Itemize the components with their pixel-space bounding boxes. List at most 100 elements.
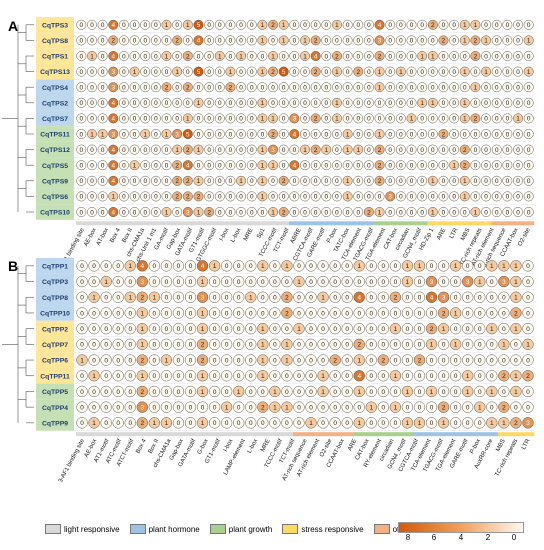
- heatmap-cell: [161, 51, 172, 61]
- heatmap-cell: [269, 401, 281, 413]
- heatmap-cell-value: 0: [495, 38, 499, 45]
- heatmap-cell: [268, 129, 278, 139]
- category-band-segment: [413, 432, 426, 437]
- gene-label: CqTPP3: [42, 279, 68, 286]
- heatmap-cell: [377, 307, 389, 319]
- heatmap-cell: [221, 370, 233, 382]
- heatmap-cell-value: 2: [431, 22, 435, 29]
- gene-label-bg: [36, 305, 74, 321]
- heatmap-cell-value: 0: [382, 263, 386, 270]
- heatmap-cell: [437, 370, 450, 382]
- heatmap-cell: [289, 51, 300, 61]
- heatmap-cell-value: 0: [273, 357, 277, 364]
- heatmap-cell-value: 0: [80, 100, 84, 107]
- heatmap-cell: [353, 417, 365, 429]
- heatmap-cell-value: 2: [335, 53, 339, 60]
- heatmap-cell: [332, 207, 342, 217]
- heatmap-cell: [214, 113, 225, 124]
- heatmap-cell-value: 1: [282, 38, 286, 45]
- heatmap-cell: [97, 160, 108, 171]
- heatmap-cell: [437, 401, 450, 413]
- heatmap-cell: [160, 417, 173, 429]
- heatmap-cell-value: 0: [207, 178, 211, 185]
- heatmap-cell: [329, 385, 341, 398]
- heatmap-cell: [321, 66, 332, 77]
- heatmap-cell-value: 2: [271, 131, 275, 138]
- heatmap-cell-value: 5: [282, 69, 286, 76]
- heatmap-cell-value: 0: [442, 22, 446, 29]
- heatmap-cell: [88, 354, 100, 366]
- heatmap-cell-value: 1: [454, 342, 458, 349]
- heatmap-cell: [160, 322, 173, 335]
- heatmap-cell-value: 4: [111, 116, 115, 123]
- heatmap-cell-value: 1: [249, 295, 253, 302]
- heatmap-cell-value: 0: [346, 163, 350, 170]
- heatmap-cell: [214, 82, 225, 93]
- heatmap-cell: [161, 66, 172, 77]
- heatmap-cell-value: 0: [271, 100, 275, 107]
- heatmap-cell-value: 0: [442, 209, 446, 216]
- heatmap-cell: [470, 191, 481, 202]
- heatmap-cell-value: 0: [189, 389, 193, 396]
- heatmap-cell: [100, 338, 112, 351]
- heatmap-cell: [363, 175, 374, 186]
- category-band-segment: [76, 432, 89, 437]
- heatmap-cell: [413, 322, 426, 335]
- heatmap-cell-value: 0: [442, 116, 446, 123]
- heatmap-cell-value: 0: [90, 69, 94, 76]
- heatmap-cell-value: 0: [309, 279, 313, 286]
- heatmap-cell: [332, 97, 342, 108]
- heatmap-cell: [329, 354, 341, 366]
- heatmap-cell: [341, 307, 353, 319]
- heatmap-cell-value: 1: [153, 295, 157, 302]
- category-band-segment: [406, 221, 418, 226]
- category-band-segment: [235, 221, 247, 226]
- heatmap-cell: [510, 385, 522, 398]
- heatmap-cell: [221, 307, 233, 319]
- heatmap-cell-value: 1: [378, 131, 382, 138]
- heatmap-cell-value: 0: [484, 209, 488, 216]
- heatmap-cell: [278, 144, 289, 155]
- heatmap-cell-value: 0: [101, 116, 105, 123]
- category-band-segment: [161, 221, 173, 226]
- heatmap-cell-value: 0: [333, 373, 337, 380]
- heatmap-cell-value: 0: [309, 263, 313, 270]
- heatmap-cell-value: 0: [92, 357, 96, 364]
- heatmap-cell: [513, 113, 523, 124]
- heatmap-cell-value: 0: [153, 263, 157, 270]
- heatmap-cell: [481, 35, 492, 46]
- heatmap-cell-value: 0: [116, 373, 120, 380]
- heatmap-cell-value: 0: [474, 147, 478, 154]
- heatmap-cell-value: 0: [394, 263, 398, 270]
- element-label: LTR: [521, 438, 532, 451]
- heatmap-cell: [474, 417, 486, 429]
- heatmap-cell: [172, 417, 185, 429]
- heatmap-cell: [459, 35, 470, 46]
- heatmap-cell: [523, 113, 534, 124]
- heatmap-cell: [136, 307, 148, 319]
- heatmap-cell-value: 2: [165, 85, 169, 92]
- heatmap-cell-value: 3: [442, 295, 446, 302]
- heatmap-cell: [321, 19, 332, 30]
- heatmap-cell-value: 1: [490, 420, 494, 427]
- heatmap-cell: [172, 322, 185, 335]
- heatmap-cell-value: 0: [345, 310, 349, 317]
- heatmap-cell-value: 2: [186, 53, 190, 60]
- heatmap-cell-value: 4: [293, 163, 297, 170]
- heatmap-cell: [100, 354, 112, 366]
- heatmap-cell-value: 0: [420, 194, 424, 201]
- heatmap-cell-value: 0: [418, 326, 422, 333]
- heatmap-cell-value: 0: [237, 342, 241, 349]
- heatmap-cell-value: 0: [410, 53, 414, 60]
- heatmap-cell: [160, 401, 173, 413]
- heatmap-cell-value: 0: [239, 194, 243, 201]
- heatmap-cell: [293, 417, 305, 429]
- heatmap-cell: [321, 144, 332, 155]
- heatmap-cell: [257, 291, 269, 303]
- heatmap-cell-value: 1: [378, 85, 382, 92]
- heatmap-cell-value: 1: [321, 295, 325, 302]
- heatmap-cell: [342, 97, 353, 108]
- heatmap-cell: [305, 275, 317, 288]
- heatmap-cell-value: 1: [273, 389, 277, 396]
- heatmap-cell: [481, 82, 492, 93]
